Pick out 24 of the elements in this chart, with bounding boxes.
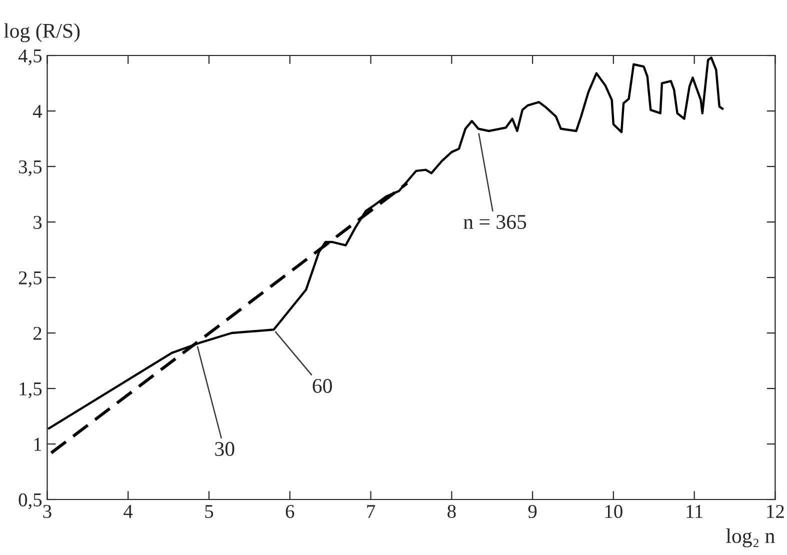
x-tick-label: 12 xyxy=(767,504,784,518)
x-tick-label: 10 xyxy=(605,504,622,518)
x-tick-label: 6 xyxy=(286,504,294,518)
x-tick-label: 7 xyxy=(367,505,376,518)
y-tick-label: 4,5 xyxy=(18,49,42,66)
x-tick-label: 5 xyxy=(205,505,214,518)
x-tick-label: 4 xyxy=(124,505,133,518)
annotation: 60 xyxy=(312,378,332,393)
y-tick-label: 3 xyxy=(34,216,42,229)
x-axis-title: log₂ n xyxy=(726,528,775,548)
annotation: n = 365 xyxy=(464,214,526,229)
x-tick-label: 9 xyxy=(528,504,537,518)
y-axis-title: log (R/S) xyxy=(4,23,80,42)
y-tick-label: 0,5 xyxy=(18,493,42,510)
y-tick-label: 2 xyxy=(33,326,42,340)
y-tick-label: 4 xyxy=(33,104,42,118)
x-tick-label: 8 xyxy=(448,504,456,518)
x-tick-label: 3 xyxy=(43,504,52,518)
y-tick-label: 1 xyxy=(34,438,42,451)
y-tick-label: 2,5 xyxy=(18,271,42,288)
annotation: 30 xyxy=(215,442,234,456)
y-tick-label: 1,5 xyxy=(20,382,42,398)
x-tick-label: 11 xyxy=(686,505,702,518)
y-tick-label: 3,5 xyxy=(18,160,42,176)
